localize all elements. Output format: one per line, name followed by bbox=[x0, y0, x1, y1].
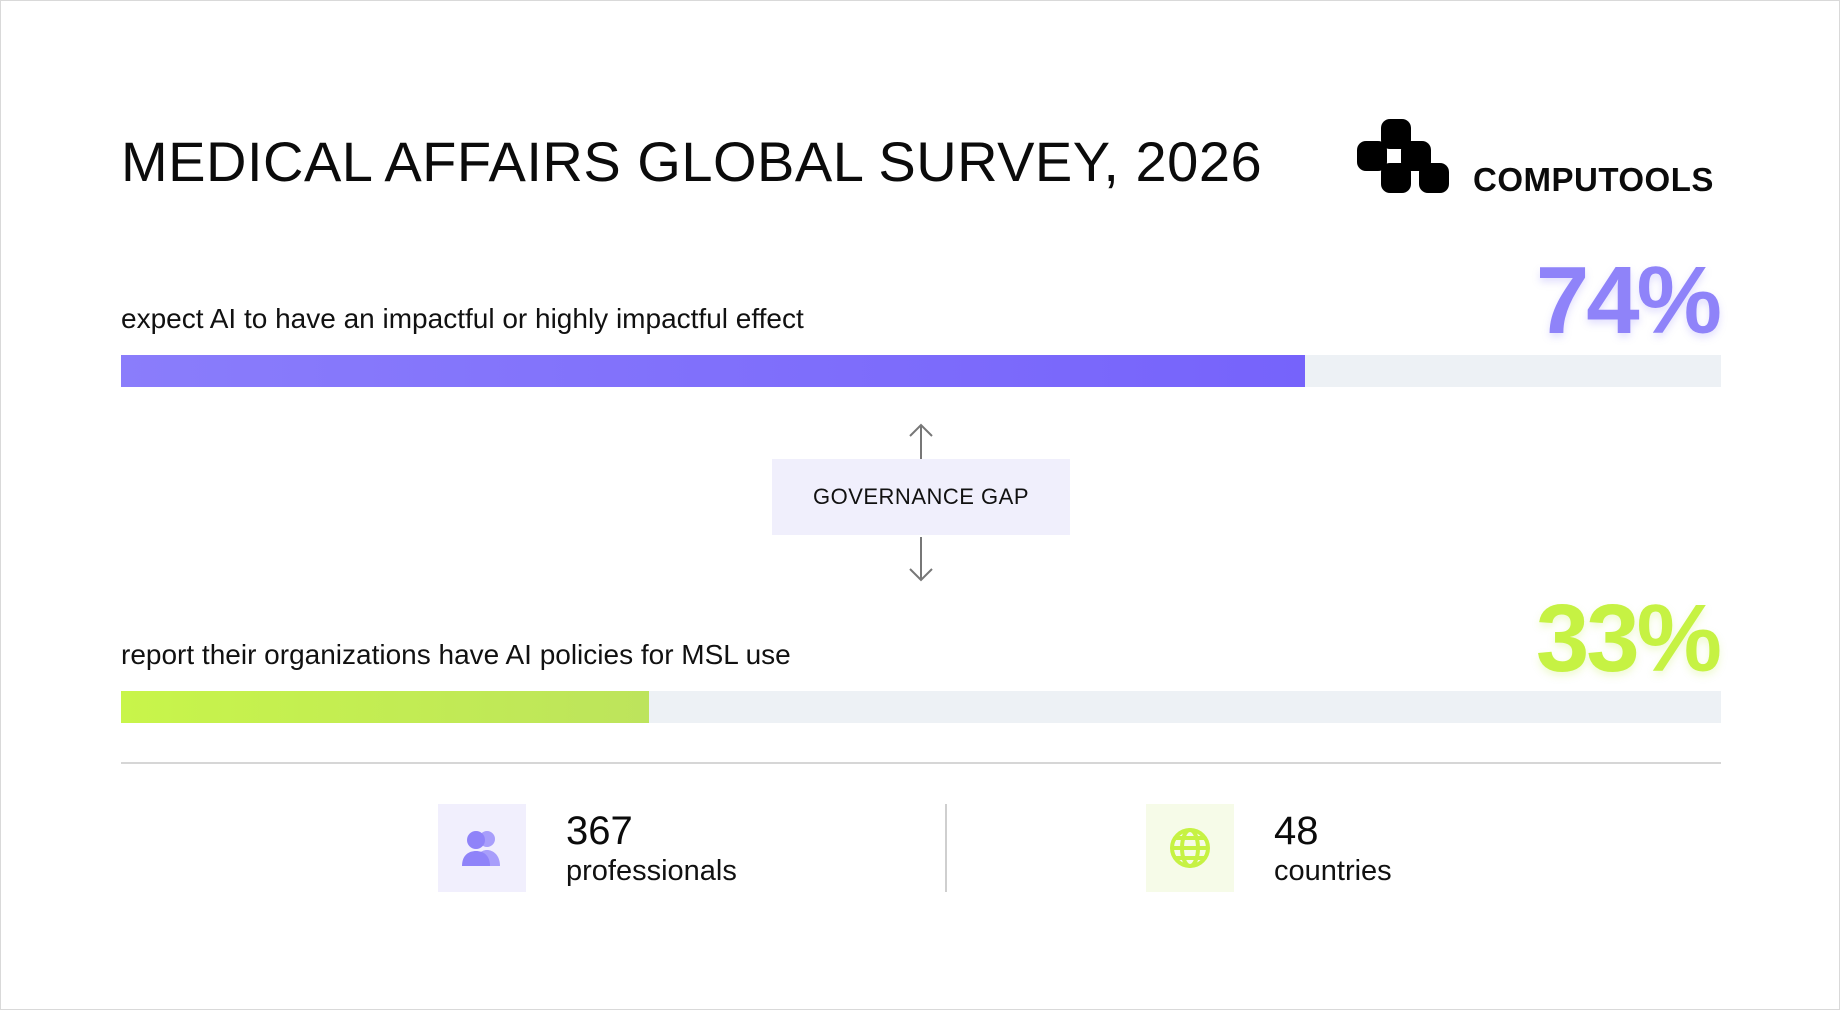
stat-value-professionals: 367 bbox=[566, 809, 633, 853]
section-divider bbox=[121, 762, 1721, 764]
governance-gap-label: GOVERNANCE GAP bbox=[772, 459, 1070, 535]
metric-label-ai-impact: expect AI to have an impactful or highly… bbox=[121, 303, 804, 334]
bar-track-ai-impact bbox=[121, 355, 1721, 387]
stat-value-countries: 48 bbox=[1274, 809, 1319, 853]
metric-value-ai-policies: 33% bbox=[1535, 585, 1722, 692]
stats-separator bbox=[945, 804, 947, 892]
people-icon bbox=[438, 804, 526, 892]
bar-fill-ai-policies bbox=[121, 691, 649, 723]
globe-icon bbox=[1146, 804, 1234, 892]
bar-fill-ai-impact bbox=[121, 355, 1305, 387]
page-title: MEDICAL AFFAIRS GLOBAL SURVEY, 2026 bbox=[121, 130, 1263, 193]
metric-value-ai-impact: 74% bbox=[1535, 247, 1722, 354]
stat-label-professionals: professionals bbox=[566, 855, 737, 887]
arrow-down-icon bbox=[909, 537, 933, 582]
metric-label-ai-policies: report their organizations have AI polic… bbox=[121, 639, 791, 670]
brand-name: COMPUTOOLS bbox=[1473, 161, 1714, 198]
bar-track-ai-policies bbox=[121, 691, 1721, 723]
computools-logo-icon bbox=[1357, 119, 1449, 193]
stat-label-countries: countries bbox=[1274, 855, 1392, 887]
